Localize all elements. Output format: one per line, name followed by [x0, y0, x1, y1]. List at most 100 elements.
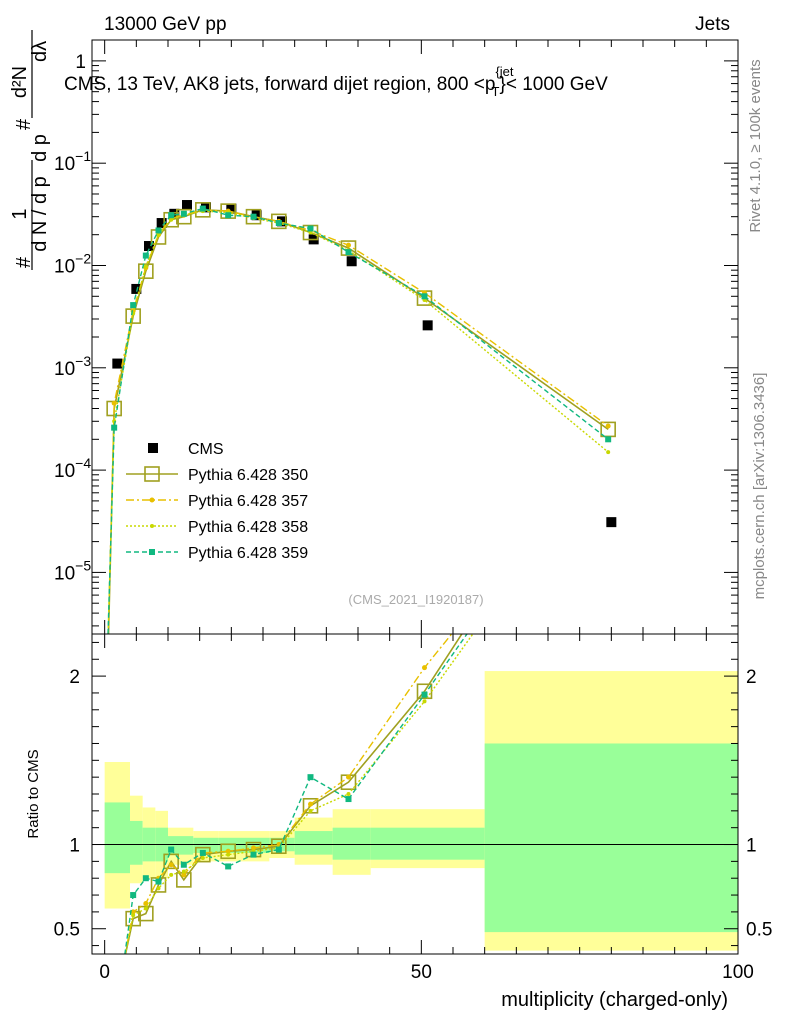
- ratio-uncertainty-bands: [104, 671, 738, 951]
- y-tick-mantissa: 10: [54, 256, 75, 277]
- y-tick-exponent: −3: [75, 353, 91, 369]
- plot-title-end: }< 1000 GeV: [499, 74, 608, 95]
- inner-uncertainty-band: [370, 827, 485, 860]
- y-label-lambda: dλ: [29, 41, 51, 62]
- ratio-y-tick-label-right: 0.5: [746, 920, 772, 941]
- ratio-y-tick-label: 1: [69, 836, 80, 857]
- p359-marker: [307, 225, 314, 232]
- legend-p350-marker: [144, 466, 160, 482]
- p359-ratio-marker: [421, 691, 428, 698]
- y-label-prefix: #: [13, 256, 35, 268]
- cms-data-point: [606, 517, 617, 528]
- p359-ratio-marker: [275, 846, 282, 853]
- y-label-fraction: 1d N / d p: [9, 176, 51, 252]
- cms-data-point: [131, 283, 142, 294]
- p350-ratio-marker: [195, 846, 211, 863]
- p358-ratio-marker: [346, 792, 351, 796]
- p357-ratio-marker: [181, 872, 187, 878]
- p358-marker: [308, 230, 313, 235]
- p359-ratio-marker: [307, 774, 314, 781]
- rivet-label: Rivet 4.1.0, ≥ 100k events: [747, 59, 764, 232]
- cms-data-point: [144, 241, 154, 252]
- cms-data-point: [422, 320, 433, 331]
- ratio-panel-marks: [92, 634, 738, 954]
- p358-ratio-marker: [308, 808, 313, 813]
- y-tick-exponent: −1: [75, 148, 91, 164]
- p357-ratio-marker: [251, 845, 256, 851]
- p357-ratio-marker: [143, 900, 149, 906]
- p359-ratio-marker: [180, 861, 187, 868]
- p357-marker: [346, 242, 351, 248]
- p359-ratio-marker: [142, 875, 149, 882]
- p359-marker: [180, 210, 187, 217]
- p357-ratio-marker: [308, 801, 313, 807]
- y-tick-exponent: −2: [75, 250, 91, 266]
- p357-ratio-marker: [422, 665, 427, 671]
- y-tick-mantissa: 10: [54, 359, 75, 380]
- y-tick-mantissa: 10: [54, 563, 75, 584]
- cms-data-point: [169, 208, 180, 219]
- main-panel-marks: [106, 200, 617, 634]
- p357-ratio-line: [124, 634, 453, 954]
- ratio-y-tick-label-right: 1: [746, 836, 757, 857]
- p357-ratio-marker: [346, 774, 351, 780]
- cms-data-point: [112, 358, 123, 369]
- p358-marker: [143, 264, 148, 269]
- p359-line: [107, 207, 609, 634]
- cms-data-point: [182, 200, 192, 211]
- inner-uncertainty-band: [294, 831, 333, 855]
- legend-p357-label: Pythia 6.428 357: [188, 493, 308, 510]
- plot-title-sup: {jet: [495, 64, 513, 79]
- plot-title-sub: T: [492, 84, 500, 99]
- legend-p359-marker: [149, 549, 155, 555]
- p358-marker: [606, 450, 611, 455]
- legend-p358-marker: [150, 524, 154, 528]
- x-axis-label: multiplicity (charged-only): [501, 989, 728, 1011]
- plot-title-main: CMS, 13 TeV, AK8 jets, forward dijet reg…: [64, 74, 495, 95]
- ratio-y-tick-label: 2: [69, 667, 80, 688]
- cms-data-point: [226, 203, 237, 214]
- x-tick-label: 100: [722, 962, 754, 983]
- ratio-y-tick-label: 0.5: [54, 920, 80, 941]
- cms-data-point: [156, 218, 167, 229]
- y-tick-mantissa: 1: [75, 52, 86, 73]
- x-tick-label: 0: [99, 962, 110, 983]
- p359-marker: [199, 205, 206, 212]
- p357-marker: [605, 423, 611, 429]
- legend-p358-label: Pythia 6.428 358: [188, 519, 308, 536]
- y-tick-exponent: −5: [75, 557, 91, 573]
- p357-ratio-marker: [168, 862, 174, 868]
- inner-uncertainty-band: [130, 820, 143, 865]
- y-tick-label: 10−2: [54, 250, 91, 277]
- ratio-y-axis-label: Ratio to CMS: [25, 749, 42, 838]
- p359-ratio-marker: [345, 796, 352, 803]
- p359-ratio-marker: [225, 863, 232, 870]
- p358-ratio-marker: [169, 872, 174, 877]
- legend-p350-label: Pythia 6.428 350: [188, 467, 308, 484]
- legend: CMS Pythia 6.428 350 Pythia 6.428 357 Pythi…: [126, 441, 308, 562]
- p358-ratio-marker: [422, 699, 427, 704]
- p359-ratio-line: [124, 634, 468, 954]
- inner-uncertainty-band: [218, 837, 244, 853]
- x-tick-label: 50: [411, 962, 432, 983]
- y-label-denominator: d p: [29, 134, 51, 162]
- p359-marker: [225, 212, 232, 219]
- header-left: 13000 GeV pp: [104, 14, 227, 35]
- p358-marker: [156, 232, 161, 237]
- plot-title: CMS, 13 TeV, AK8 jets, forward dijet reg…: [64, 64, 608, 99]
- p359-marker: [345, 249, 352, 256]
- cms-data-point: [346, 256, 357, 267]
- p359-ratio-marker: [168, 846, 175, 853]
- y-label-denominator: d N / d p: [29, 176, 51, 252]
- p358-ratio-line: [124, 634, 474, 954]
- p358-marker: [169, 217, 174, 222]
- p350-marker: [138, 263, 154, 279]
- y-label-hash: #: [13, 118, 35, 130]
- p358-ratio-marker: [143, 906, 148, 911]
- y-tick-label: 10−1: [54, 148, 91, 175]
- p357-line: [107, 209, 609, 634]
- y-tick-label: 10−4: [54, 455, 91, 482]
- mcplots-label: mcplots.cern.ch [arXiv:1306.3436]: [751, 373, 768, 600]
- y-tick-exponent: −4: [75, 455, 91, 471]
